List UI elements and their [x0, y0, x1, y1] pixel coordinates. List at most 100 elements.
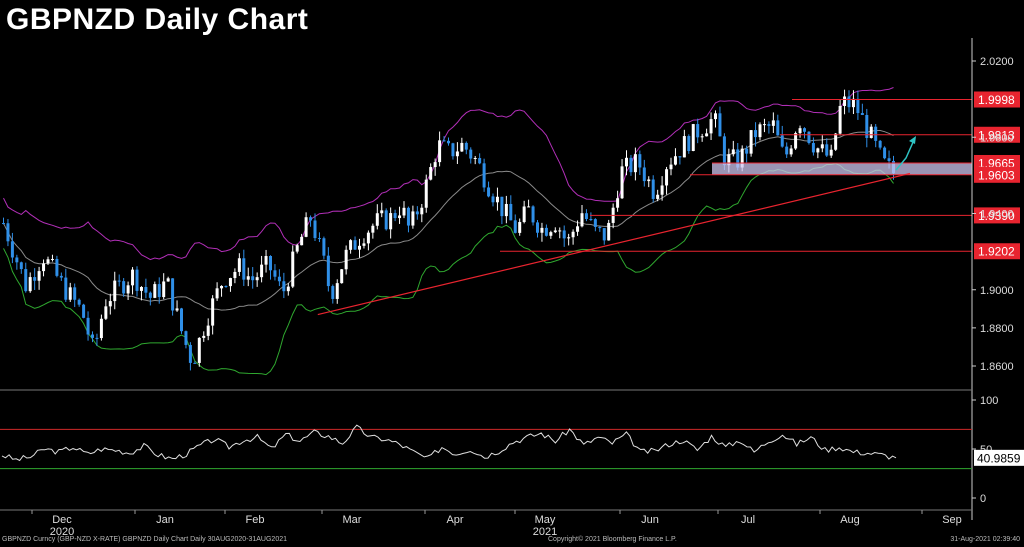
- candle-body: [429, 167, 433, 180]
- candle-body: [504, 203, 508, 217]
- candle-body: [55, 258, 59, 276]
- candle-body: [455, 151, 459, 157]
- candle-body: [246, 276, 250, 280]
- candle-body: [59, 275, 63, 278]
- candle-body: [19, 262, 23, 270]
- candle-body: [50, 258, 54, 260]
- bollinger-bands: [3, 87, 894, 376]
- candle-body: [820, 144, 824, 149]
- candle-body: [371, 225, 375, 233]
- candle-body: [326, 255, 330, 287]
- candle-body: [874, 126, 878, 141]
- candle-body: [811, 143, 815, 153]
- candle-body: [139, 286, 143, 291]
- candle-body: [162, 281, 166, 298]
- projection-arrow-head: [909, 136, 916, 144]
- candle-body: [104, 306, 108, 319]
- candle-body: [536, 222, 539, 233]
- bollinger-middle-line: [3, 130, 894, 311]
- candle-body: [687, 136, 691, 151]
- candle-body: [42, 263, 46, 272]
- footer-copyright: Copyright© 2021 Bloomberg Finance L.P.: [548, 536, 677, 543]
- y-tick-label: 1.8800: [980, 323, 1014, 335]
- candle-body: [887, 158, 891, 161]
- candle-body: [834, 133, 838, 150]
- candle-body: [843, 96, 847, 106]
- candle-body: [358, 245, 361, 250]
- candle-body: [2, 223, 5, 225]
- candle-body: [95, 337, 99, 339]
- candle-body: [153, 284, 157, 298]
- candle-body: [709, 119, 713, 134]
- rsi-value-box: [974, 449, 1024, 466]
- x-year-label: 2020: [50, 526, 74, 538]
- candle-body: [464, 142, 468, 150]
- candle-body: [224, 285, 228, 287]
- x-tick-label: Sep: [942, 514, 962, 526]
- candle-body: [193, 362, 197, 364]
- candle-body: [500, 196, 504, 217]
- candle-body: [589, 219, 593, 221]
- x-tick-label: Apr: [446, 514, 463, 526]
- candle-body: [571, 231, 575, 238]
- candle-body: [660, 185, 664, 195]
- candle-body: [771, 120, 775, 126]
- candle-body: [304, 217, 308, 237]
- candle-body: [24, 269, 28, 292]
- candle-body: [731, 149, 735, 155]
- candle-body: [99, 318, 103, 339]
- candle-body: [638, 154, 642, 168]
- candle-body: [878, 140, 882, 148]
- candle-body: [126, 285, 130, 294]
- candle-body: [780, 135, 784, 147]
- level-label-box: [974, 91, 1020, 108]
- candle-body: [803, 128, 806, 132]
- candle-body: [309, 217, 313, 221]
- candle-body: [211, 298, 215, 326]
- candle-body: [384, 210, 388, 230]
- candle-body: [389, 213, 393, 230]
- candle-body: [616, 198, 620, 208]
- candle-body: [420, 207, 424, 215]
- candle-body: [402, 207, 406, 216]
- candle-body: [113, 280, 117, 302]
- candle-body: [567, 237, 571, 239]
- candle-body: [206, 325, 210, 336]
- candle-body: [625, 157, 628, 167]
- candle-body: [291, 251, 295, 287]
- level-label: 1.9390: [978, 209, 1015, 223]
- candle-body: [562, 230, 566, 239]
- candle-body: [593, 219, 597, 227]
- candle-body: [273, 270, 277, 277]
- candle-body: [73, 287, 77, 300]
- candle-body: [584, 213, 588, 220]
- candle-body: [344, 249, 348, 270]
- candle-body: [491, 196, 495, 203]
- candle-body: [544, 227, 548, 236]
- axes: 2.02001.98001.94001.90001.88001.86001005…: [0, 38, 1014, 538]
- y-tick-label: 1.8600: [980, 361, 1014, 373]
- level-label-box: [974, 126, 1020, 143]
- candle-body: [460, 142, 464, 152]
- candle-body: [758, 124, 762, 138]
- x-tick-label: Jul: [741, 514, 755, 526]
- candle-body: [776, 120, 780, 136]
- bollinger-lower-line: [3, 162, 894, 376]
- candle-body: [442, 140, 446, 142]
- candle-body: [424, 179, 428, 208]
- candle-body: [335, 283, 339, 299]
- candle-body: [237, 258, 241, 272]
- projection-arrow-line: [895, 139, 915, 171]
- candle-body: [576, 226, 580, 232]
- candle-body: [473, 158, 477, 160]
- candle-body: [313, 220, 317, 239]
- candle-body: [15, 257, 19, 263]
- footer-timestamp: 31-Aug-2021 02:39:40: [950, 536, 1020, 543]
- candle-body: [33, 277, 37, 281]
- candle-body: [68, 287, 72, 300]
- candle-body: [549, 232, 553, 236]
- x-tick-label: May: [535, 514, 556, 526]
- rsi-tick-label: 100: [980, 395, 998, 407]
- candle-body: [362, 243, 366, 246]
- candle-body: [678, 156, 682, 158]
